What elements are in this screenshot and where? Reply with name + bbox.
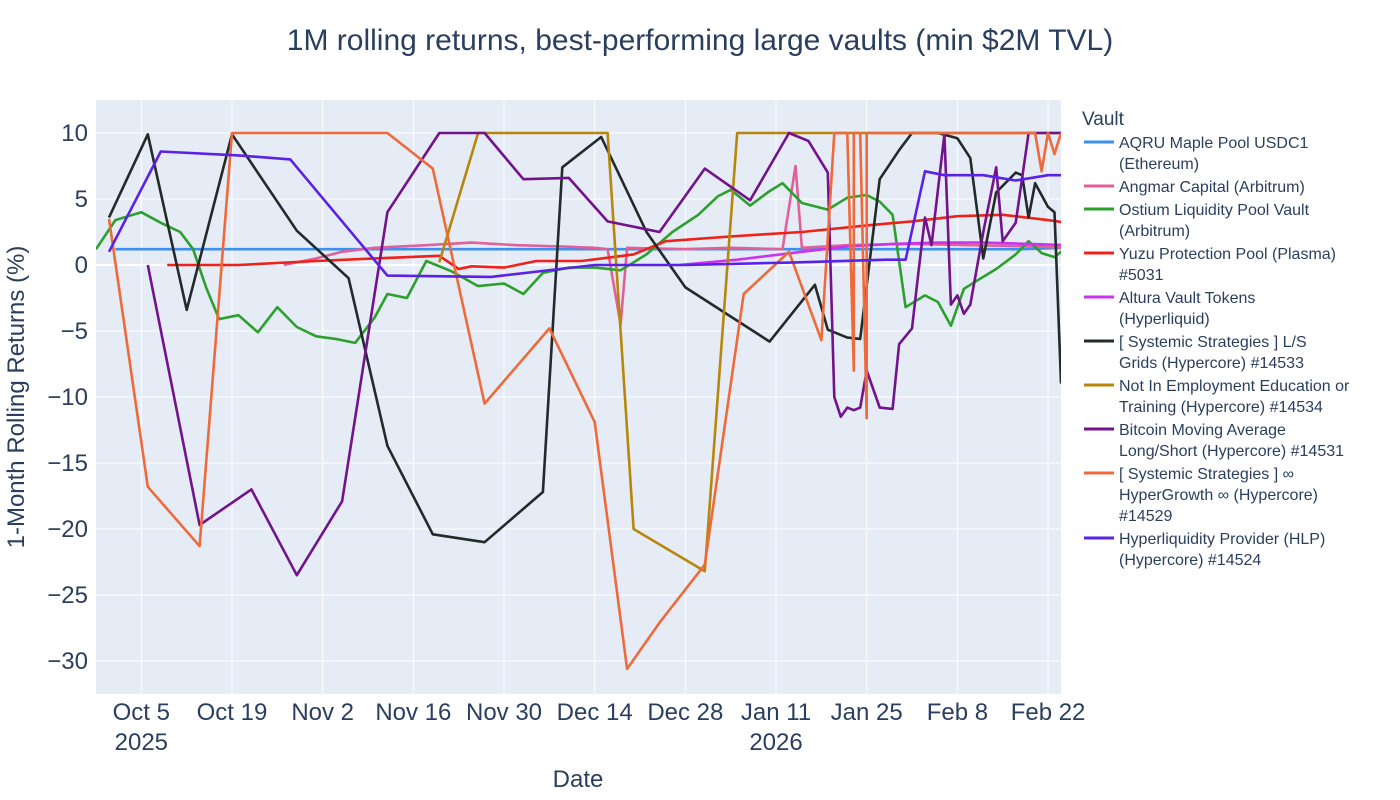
y-axis: 10 5 0 −5 −10 −15 −20 −25 −30 <box>47 120 88 675</box>
legend-item[interactable]: Ostium Liquidity Pool Vault (Arbitrum) <box>1084 202 1310 240</box>
x-tick-label: Oct 19 <box>197 699 268 726</box>
series-line <box>146 131 1061 577</box>
x-tick-label: Feb 22 <box>1011 699 1086 726</box>
legend-item[interactable]: Not In Employment Education or Training (… <box>1084 378 1350 416</box>
x-tick-label: Jan 25 <box>831 699 903 726</box>
x-tick-label: Nov 16 <box>375 699 451 726</box>
chart-title: 1M rolling returns, best-performing larg… <box>287 24 1113 57</box>
y-tick-label: −30 <box>47 648 88 675</box>
legend-label: AQRU Maple Pool USDC1 <box>1119 135 1309 152</box>
x-tick-label: Oct 5 <box>113 699 170 726</box>
series-line <box>167 213 1061 271</box>
series-line <box>96 181 1061 345</box>
legend-item[interactable]: Yuzu Protection Pool (Plasma) #5031 <box>1084 246 1336 284</box>
x-tick-year-label: 2025 <box>115 729 168 756</box>
y-axis-title: 1-Month Rolling Returns (%) <box>3 246 30 549</box>
legend-item[interactable]: Angmar Capital (Arbitrum) <box>1084 179 1305 196</box>
legend-item[interactable]: Hyperliquidity Provider (HLP) (Hypercore)… <box>1084 531 1325 569</box>
y-tick-label: 5 <box>75 186 88 213</box>
legend-item[interactable]: Bitcoin Moving Average Long/Short (Hyperc… <box>1084 422 1344 460</box>
legend-label: Ostium Liquidity Pool Vault <box>1119 202 1310 219</box>
legend-label: [ Systemic Strategies ] L/S <box>1119 334 1307 351</box>
legend-label: (Arbitrum) <box>1119 223 1190 240</box>
x-tick-label: Dec 14 <box>557 699 633 726</box>
legend-label: Not In Employment Education or <box>1119 378 1350 395</box>
legend-label: Angmar Capital (Arbitrum) <box>1119 179 1305 196</box>
y-tick-label: −15 <box>47 450 88 477</box>
y-tick-label: −25 <box>47 582 88 609</box>
legend-label: Hyperliquidity Provider (HLP) <box>1119 531 1325 548</box>
legend-label: Altura Vault Tokens <box>1119 290 1255 307</box>
legend-label: #14529 <box>1119 508 1172 525</box>
y-tick-label: 10 <box>61 120 88 147</box>
x-axis: Oct 5 2025 Oct 19 Nov 2 Nov 16 Nov 30 Dec 14 De… <box>113 699 1086 756</box>
series-line <box>107 150 1061 279</box>
x-tick-label: Jan 11 <box>741 699 811 726</box>
x-tick-label: Dec 28 <box>647 699 723 726</box>
legend-label: Training (Hypercore) #14534 <box>1119 399 1323 416</box>
legend-label: [ Systemic Strategies ] ∞ <box>1119 466 1294 483</box>
legend-label: Yuzu Protection Pool (Plasma) <box>1119 246 1336 263</box>
legend-item[interactable]: Altura Vault Tokens (Hyperliquid) <box>1084 290 1255 328</box>
x-tick-label: Nov 2 <box>291 699 354 726</box>
legend-label: (Hyperliquid) <box>1119 311 1210 328</box>
series-lines <box>96 131 1061 671</box>
legend-item[interactable]: [ Systemic Strategies ] ∞ HyperGrowth ∞ (… <box>1084 466 1318 525</box>
series-line <box>107 131 1061 671</box>
legend-label: (Hypercore) #14524 <box>1119 552 1261 569</box>
legend-item[interactable]: [ Systemic Strategies ] L/S Grids (Hyperc… <box>1084 334 1307 372</box>
series-line <box>107 131 1061 544</box>
series-line <box>678 241 1061 267</box>
x-tick-year-label: 2026 <box>749 729 802 756</box>
y-tick-label: 0 <box>75 252 88 279</box>
legend: Vault AQRU Maple Pool USDC1 (Ethereum) Ang… <box>1082 109 1350 569</box>
legend-label: Long/Short (Hypercore) #14531 <box>1119 443 1344 460</box>
y-tick-label: −20 <box>47 516 88 543</box>
legend-label: Grids (Hypercore) #14533 <box>1119 355 1304 372</box>
legend-label: #5031 <box>1119 267 1164 284</box>
x-axis-title: Date <box>553 766 604 793</box>
legend-item[interactable]: AQRU Maple Pool USDC1 (Ethereum) <box>1084 135 1309 173</box>
legend-label: Bitcoin Moving Average <box>1119 422 1286 439</box>
x-tick-label: Nov 30 <box>466 699 542 726</box>
legend-label: (Ethereum) <box>1119 156 1199 173</box>
legend-title: Vault <box>1082 109 1125 130</box>
y-tick-label: −5 <box>61 318 88 345</box>
legend-label: HyperGrowth ∞ (Hypercore) <box>1119 487 1318 504</box>
y-tick-label: −10 <box>47 384 88 411</box>
x-tick-label: Feb 8 <box>927 699 988 726</box>
